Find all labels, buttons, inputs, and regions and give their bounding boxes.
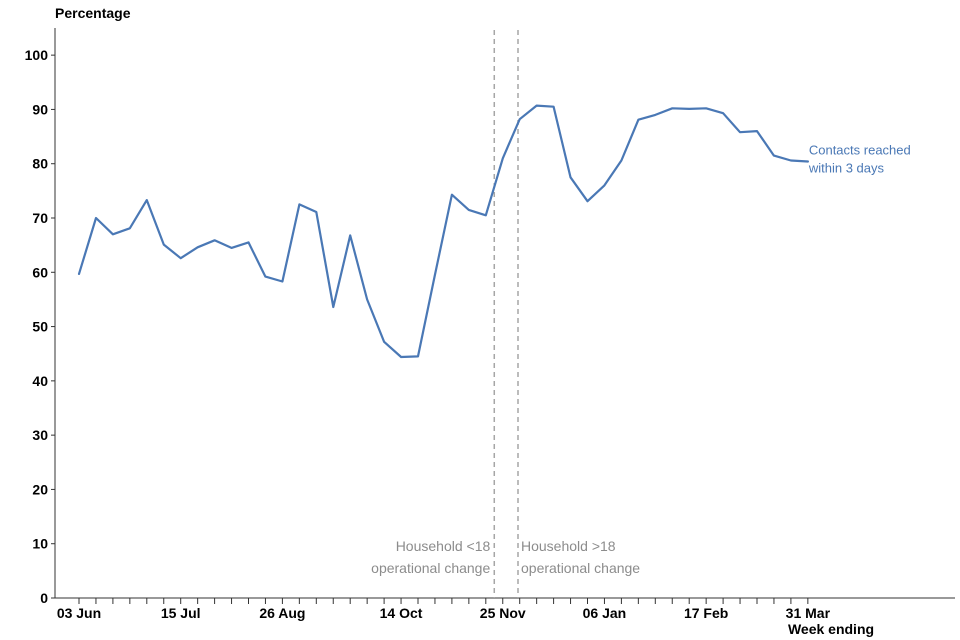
x-axis-title: Week ending [788,621,874,637]
x-tick-label: 17 Feb [684,605,728,621]
y-tick-label: 20 [32,481,48,497]
y-tick-label: 30 [32,427,48,443]
y-tick-label: 10 [32,536,48,552]
x-tick-label: 06 Jan [583,605,627,621]
series-group: Contacts reached within 3 days [77,104,911,359]
y-tick-label: 70 [32,210,48,226]
y-tick-label: 100 [25,47,49,63]
y-tick-label: 50 [32,319,48,335]
x-tick-label: 31 Mar [786,605,831,621]
y-tick-label: 40 [32,373,48,389]
x-tick-label: 25 Nov [480,605,526,621]
x-tick-label: 03 Jun [57,605,101,621]
series-label: Contacts reached [809,143,911,158]
operational-change-label: Household >18 [521,538,616,554]
y-tick-label: 0 [40,590,48,606]
series-label: within 3 days [808,161,885,176]
y-tick-label: 80 [32,156,48,172]
y-tick-label: 60 [32,264,48,280]
operational-change-label: operational change [371,560,490,576]
operational-change-label: operational change [521,560,640,576]
operational-change-lines: Household <18 operational change Household… [371,30,640,598]
x-tick-label: 15 Jul [161,605,201,621]
y-tick-label: 90 [32,101,48,117]
series-line [77,104,810,359]
y-axis-title: Percentage [55,5,131,21]
operational-change-label: Household <18 [396,538,491,554]
x-tick-label: 26 Aug [259,605,305,621]
axes: 0 10 20 30 40 50 60 70 80 90 100 03 Jun 15 Jul 26 Aug… [25,28,955,621]
x-tick-label: 14 Oct [380,605,423,621]
